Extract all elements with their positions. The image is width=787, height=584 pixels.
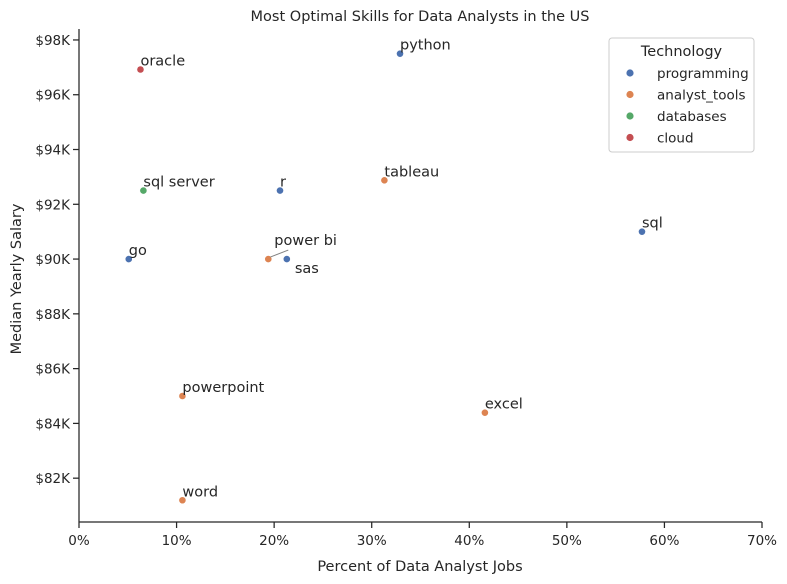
data-point-sql-server <box>139 186 148 195</box>
point-label: go <box>129 243 147 259</box>
y-axis-label: Median Yearly Salary <box>9 203 25 354</box>
data-point-word <box>178 496 187 505</box>
y-tick-label: $86K <box>35 362 71 378</box>
point-label: sql <box>642 216 663 232</box>
legend-entry: analyst_tools <box>657 88 746 104</box>
legend: Technology programming analyst_toolsdataba… <box>608 37 755 153</box>
data-point-python <box>396 49 404 58</box>
y-tick-label: $92K <box>35 197 71 213</box>
y-tick-label: $82K <box>35 471 71 487</box>
legend-marker <box>626 90 634 99</box>
x-tick-label: 0% <box>68 533 90 549</box>
y-tick-label: $94K <box>35 143 71 159</box>
data-point-sas <box>282 255 291 263</box>
point-label: sas <box>295 261 319 277</box>
y-tick-label: $84K <box>35 416 71 432</box>
point-label: r <box>280 175 286 191</box>
x-tick-label: 60% <box>649 533 679 549</box>
data-point-power-bi <box>264 255 273 263</box>
data-point-r <box>276 186 284 195</box>
label-connector <box>270 249 289 258</box>
y-tick-label: $90K <box>35 252 71 268</box>
legend-title: Technology <box>640 44 723 60</box>
data-point-excel <box>480 408 489 417</box>
chart-title: Most Optimal Skills for Data Analysts in… <box>251 9 590 25</box>
data-point-powerpoint <box>178 392 187 400</box>
legend-box <box>608 37 755 153</box>
point-label: sql server <box>143 175 214 191</box>
data-point-go <box>124 255 133 263</box>
point-label: word <box>182 484 218 500</box>
point-label: tableau <box>384 164 439 180</box>
point-labels: python r sql go sas tableau power bi powerpoint… <box>129 38 663 501</box>
data-point-tableau <box>380 176 389 185</box>
data-point-oracle <box>136 65 145 74</box>
y-tick-label: $88K <box>35 307 71 323</box>
x-tick-label: 50% <box>552 533 582 549</box>
data-point-sql <box>638 227 646 236</box>
x-tick-label: 70% <box>747 533 777 549</box>
legend-marker <box>626 112 634 120</box>
y-tick-label: $96K <box>35 88 71 104</box>
point-label: power bi <box>274 233 337 249</box>
point-label: powerpoint <box>182 380 264 396</box>
x-tick-label: 20% <box>259 533 289 549</box>
legend-marker <box>626 69 634 77</box>
legend-marker <box>626 133 634 142</box>
x-tick-label: 30% <box>357 533 387 549</box>
y-tick-label: $98K <box>35 33 71 49</box>
legend-entry: databases <box>657 109 727 125</box>
point-label: excel <box>485 397 523 413</box>
point-label: python <box>400 38 451 54</box>
legend-entry: cloud <box>657 131 694 147</box>
legend-entry: programming <box>657 66 749 82</box>
axes: 0% 10% 20% 30% 40% 50% 60% 70% $82K $84K $86K $88K $… <box>35 29 777 549</box>
point-label: oracle <box>140 54 185 70</box>
x-tick-label: 40% <box>454 533 484 549</box>
x-tick-label: 10% <box>162 533 192 549</box>
x-axis-label: Percent of Data Analyst Jobs <box>317 559 522 575</box>
data-points <box>124 49 646 505</box>
